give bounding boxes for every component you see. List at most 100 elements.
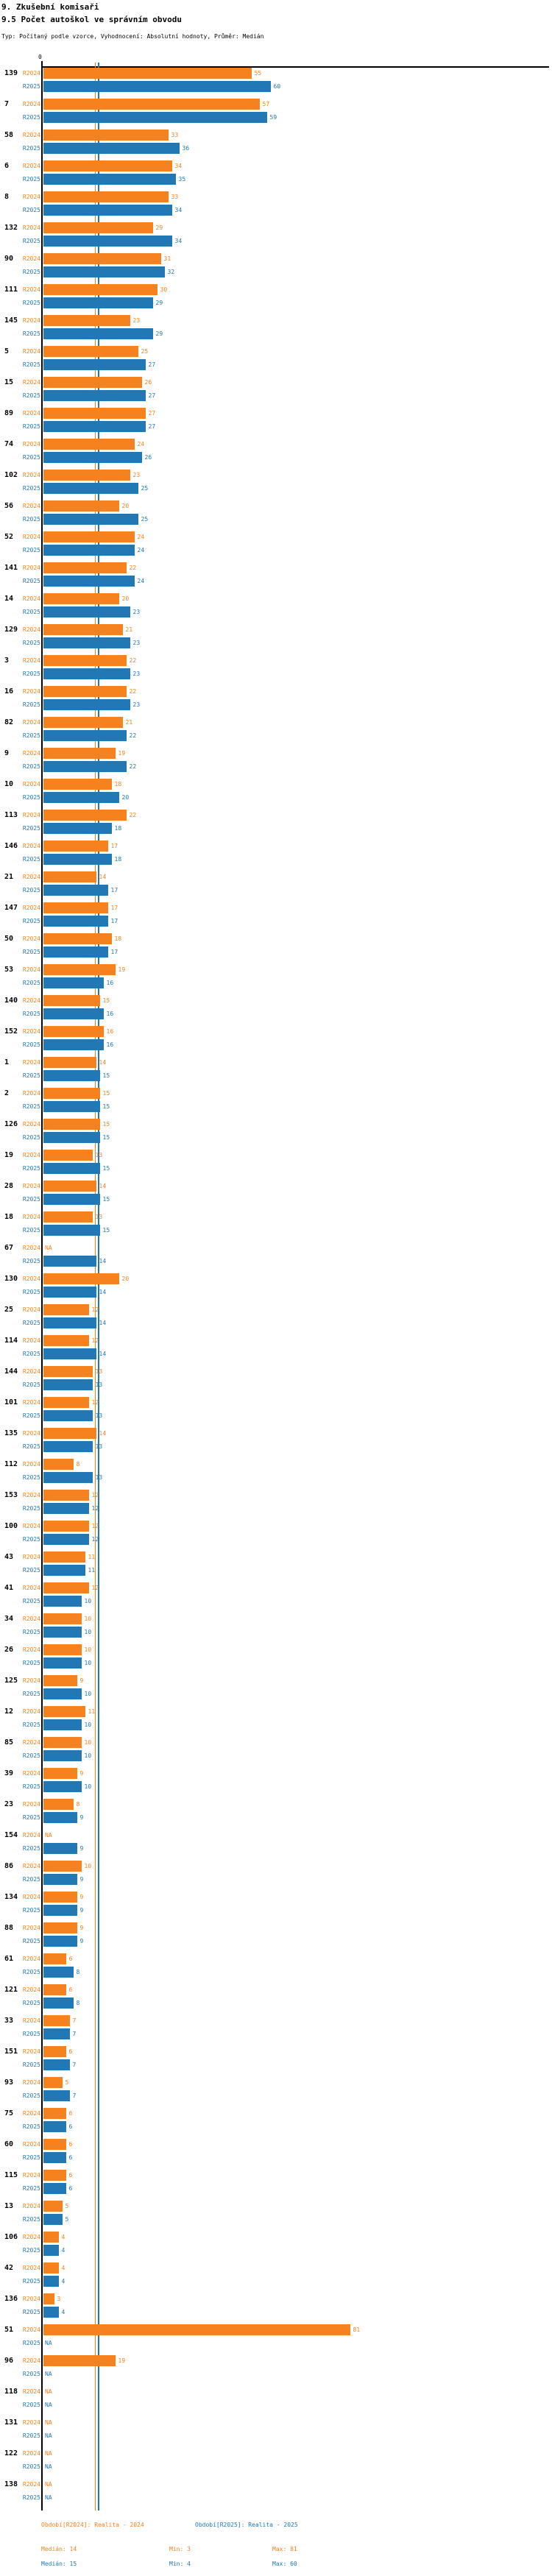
bar-group-10: 10 R2024 18 R2025 20: [0, 779, 552, 810]
bar-row-r2025: R2025 25: [0, 483, 552, 494]
legend-r2025: Období[R2025]: Realita - 2025: [195, 2522, 298, 2528]
category-label: 41: [4, 1584, 14, 1592]
bar-value: 20: [121, 794, 130, 801]
bar-row-r2024: R2024 20: [0, 500, 552, 512]
bar-row-r2024: R2024 15: [0, 1088, 552, 1099]
category-label: 3: [4, 657, 10, 665]
bar-row-r2025: R2025 11: [0, 1565, 552, 1576]
category-label: 13: [4, 2202, 14, 2210]
bar-row-r2025: R2025 15: [0, 1163, 552, 1174]
bar-row-r2025: R2025 10: [0, 1750, 552, 1761]
category-label: 114: [4, 1337, 18, 1345]
bar-r2024: [43, 346, 138, 357]
bar-r2025: [43, 1688, 82, 1699]
bar-group-132: 132 R2024 29 R2025 34: [0, 222, 552, 253]
bar-group-18: 18 R2024 13 R2025 15: [0, 1211, 552, 1242]
category-label: 82: [4, 718, 14, 726]
bar-group-131: 131 R2024 NA R2025 NA: [0, 2417, 552, 2448]
bar-value: 27: [148, 361, 156, 368]
bar-row-r2024: R2024 6: [0, 2046, 552, 2057]
series-label-r2024: R2024: [22, 2418, 40, 2426]
bar-group-134: 134 R2024 9 R2025 9: [0, 1892, 552, 1922]
bar-r2024: [43, 624, 123, 635]
bar-r2025: [43, 854, 112, 865]
bar-value: 81: [353, 2326, 361, 2333]
series-label-r2025: R2025: [22, 1535, 40, 1543]
series-label-r2025: R2025: [22, 2308, 40, 2315]
bar-row-r2025: R2025 9: [0, 1874, 552, 1885]
series-label-r2025: R2025: [22, 2061, 40, 2068]
bar-r2024: [43, 1273, 119, 1284]
bar-r2025: [43, 1936, 77, 1947]
series-label-r2025: R2025: [22, 82, 40, 90]
bar-value: 16: [106, 1011, 114, 1017]
bar-value: 14: [99, 1289, 107, 1295]
bar-value: 30: [160, 286, 168, 293]
bar-value: 22: [129, 763, 137, 770]
na-value: NA: [45, 2494, 52, 2501]
bar-r2024: [43, 2015, 70, 2026]
category-label: 1: [4, 1058, 10, 1066]
bar-row-r2025: R2025 12: [0, 1503, 552, 1514]
series-label-r2025: R2025: [22, 577, 40, 584]
bar-row-r2024: R2024 25: [0, 346, 552, 357]
bar-r2025: [43, 668, 130, 679]
bar-value: 22: [129, 688, 137, 695]
bar-row-r2024: R2024 6: [0, 2139, 552, 2150]
bar-value: 55: [254, 70, 262, 77]
series-label-r2025: R2025: [22, 1041, 40, 1048]
series-label-r2024: R2024: [22, 564, 40, 571]
bar-group-8: 8 R2024 33 R2025 34: [0, 191, 552, 222]
category-label: 42: [4, 2264, 14, 2272]
series-label-r2024: R2024: [22, 1893, 40, 1900]
bar-r2025: [43, 1998, 74, 2009]
bar-row-r2025: R2025 29: [0, 297, 552, 308]
bar-value: 9: [79, 1814, 84, 1821]
category-label: 90: [4, 255, 14, 263]
na-value: NA: [45, 2463, 52, 2470]
bar-value: 17: [110, 887, 118, 894]
bar-value: 10: [84, 1863, 92, 1869]
bar-group-106: 106 R2024 4 R2025 4: [0, 2232, 552, 2262]
series-label-r2024: R2024: [22, 1306, 40, 1313]
bar-group-114: 114 R2024 12 R2025 14: [0, 1335, 552, 1366]
bar-value: 10: [84, 1629, 92, 1635]
bar-group-100: 100 R2024 12 R2025 12: [0, 1521, 552, 1551]
category-label: 74: [4, 440, 14, 448]
bar-r2024: [43, 68, 252, 79]
bar-value: 15: [102, 1165, 110, 1172]
series-label-r2025: R2025: [22, 1566, 40, 1574]
category-label: 100: [4, 1522, 18, 1530]
bar-value: 15: [102, 1090, 110, 1097]
bar-row-r2024: R2024 6: [0, 1953, 552, 1964]
stat-median-r2025: Medián: 15: [41, 2561, 77, 2567]
bar-group-19: 19 R2024 13 R2025 15: [0, 1150, 552, 1181]
bar-row-r2025: R2025 7: [0, 2059, 552, 2070]
bar-row-r2024: R2024 22: [0, 562, 552, 573]
bar-r2024: [43, 1211, 93, 1222]
bar-row-r2025: R2025 36: [0, 143, 552, 154]
bar-value: 9: [79, 1876, 84, 1883]
bar-r2024: [43, 130, 169, 141]
bar-row-r2025: R2025 10: [0, 1688, 552, 1699]
bar-value: 22: [129, 812, 137, 818]
bar-value: 12: [91, 1306, 99, 1313]
bar-row-r2024: R2024 13: [0, 1150, 552, 1161]
bar-group-138: 138 R2024 NA R2025 NA: [0, 2479, 552, 2510]
series-label-r2025: R2025: [22, 2277, 40, 2285]
series-label-r2024: R2024: [22, 2295, 40, 2302]
series-label-r2024: R2024: [22, 378, 40, 386]
bar-group-28: 28 R2024 14 R2025 15: [0, 1181, 552, 1211]
bar-row-r2025: R2025 14: [0, 1348, 552, 1359]
series-label-r2025: R2025: [22, 144, 40, 152]
bar-r2024: [43, 439, 135, 450]
bar-value: 22: [129, 657, 137, 664]
bar-r2024: [43, 191, 169, 202]
bar-group-85: 85 R2024 10 R2025 10: [0, 1737, 552, 1768]
bar-row-r2024: R2024 14: [0, 1428, 552, 1439]
bar-r2025: [43, 1348, 96, 1359]
bar-value: 8: [76, 1969, 80, 1975]
series-label-r2024: R2024: [22, 873, 40, 880]
category-label: 58: [4, 131, 14, 139]
bar-value: 11: [88, 1554, 96, 1560]
